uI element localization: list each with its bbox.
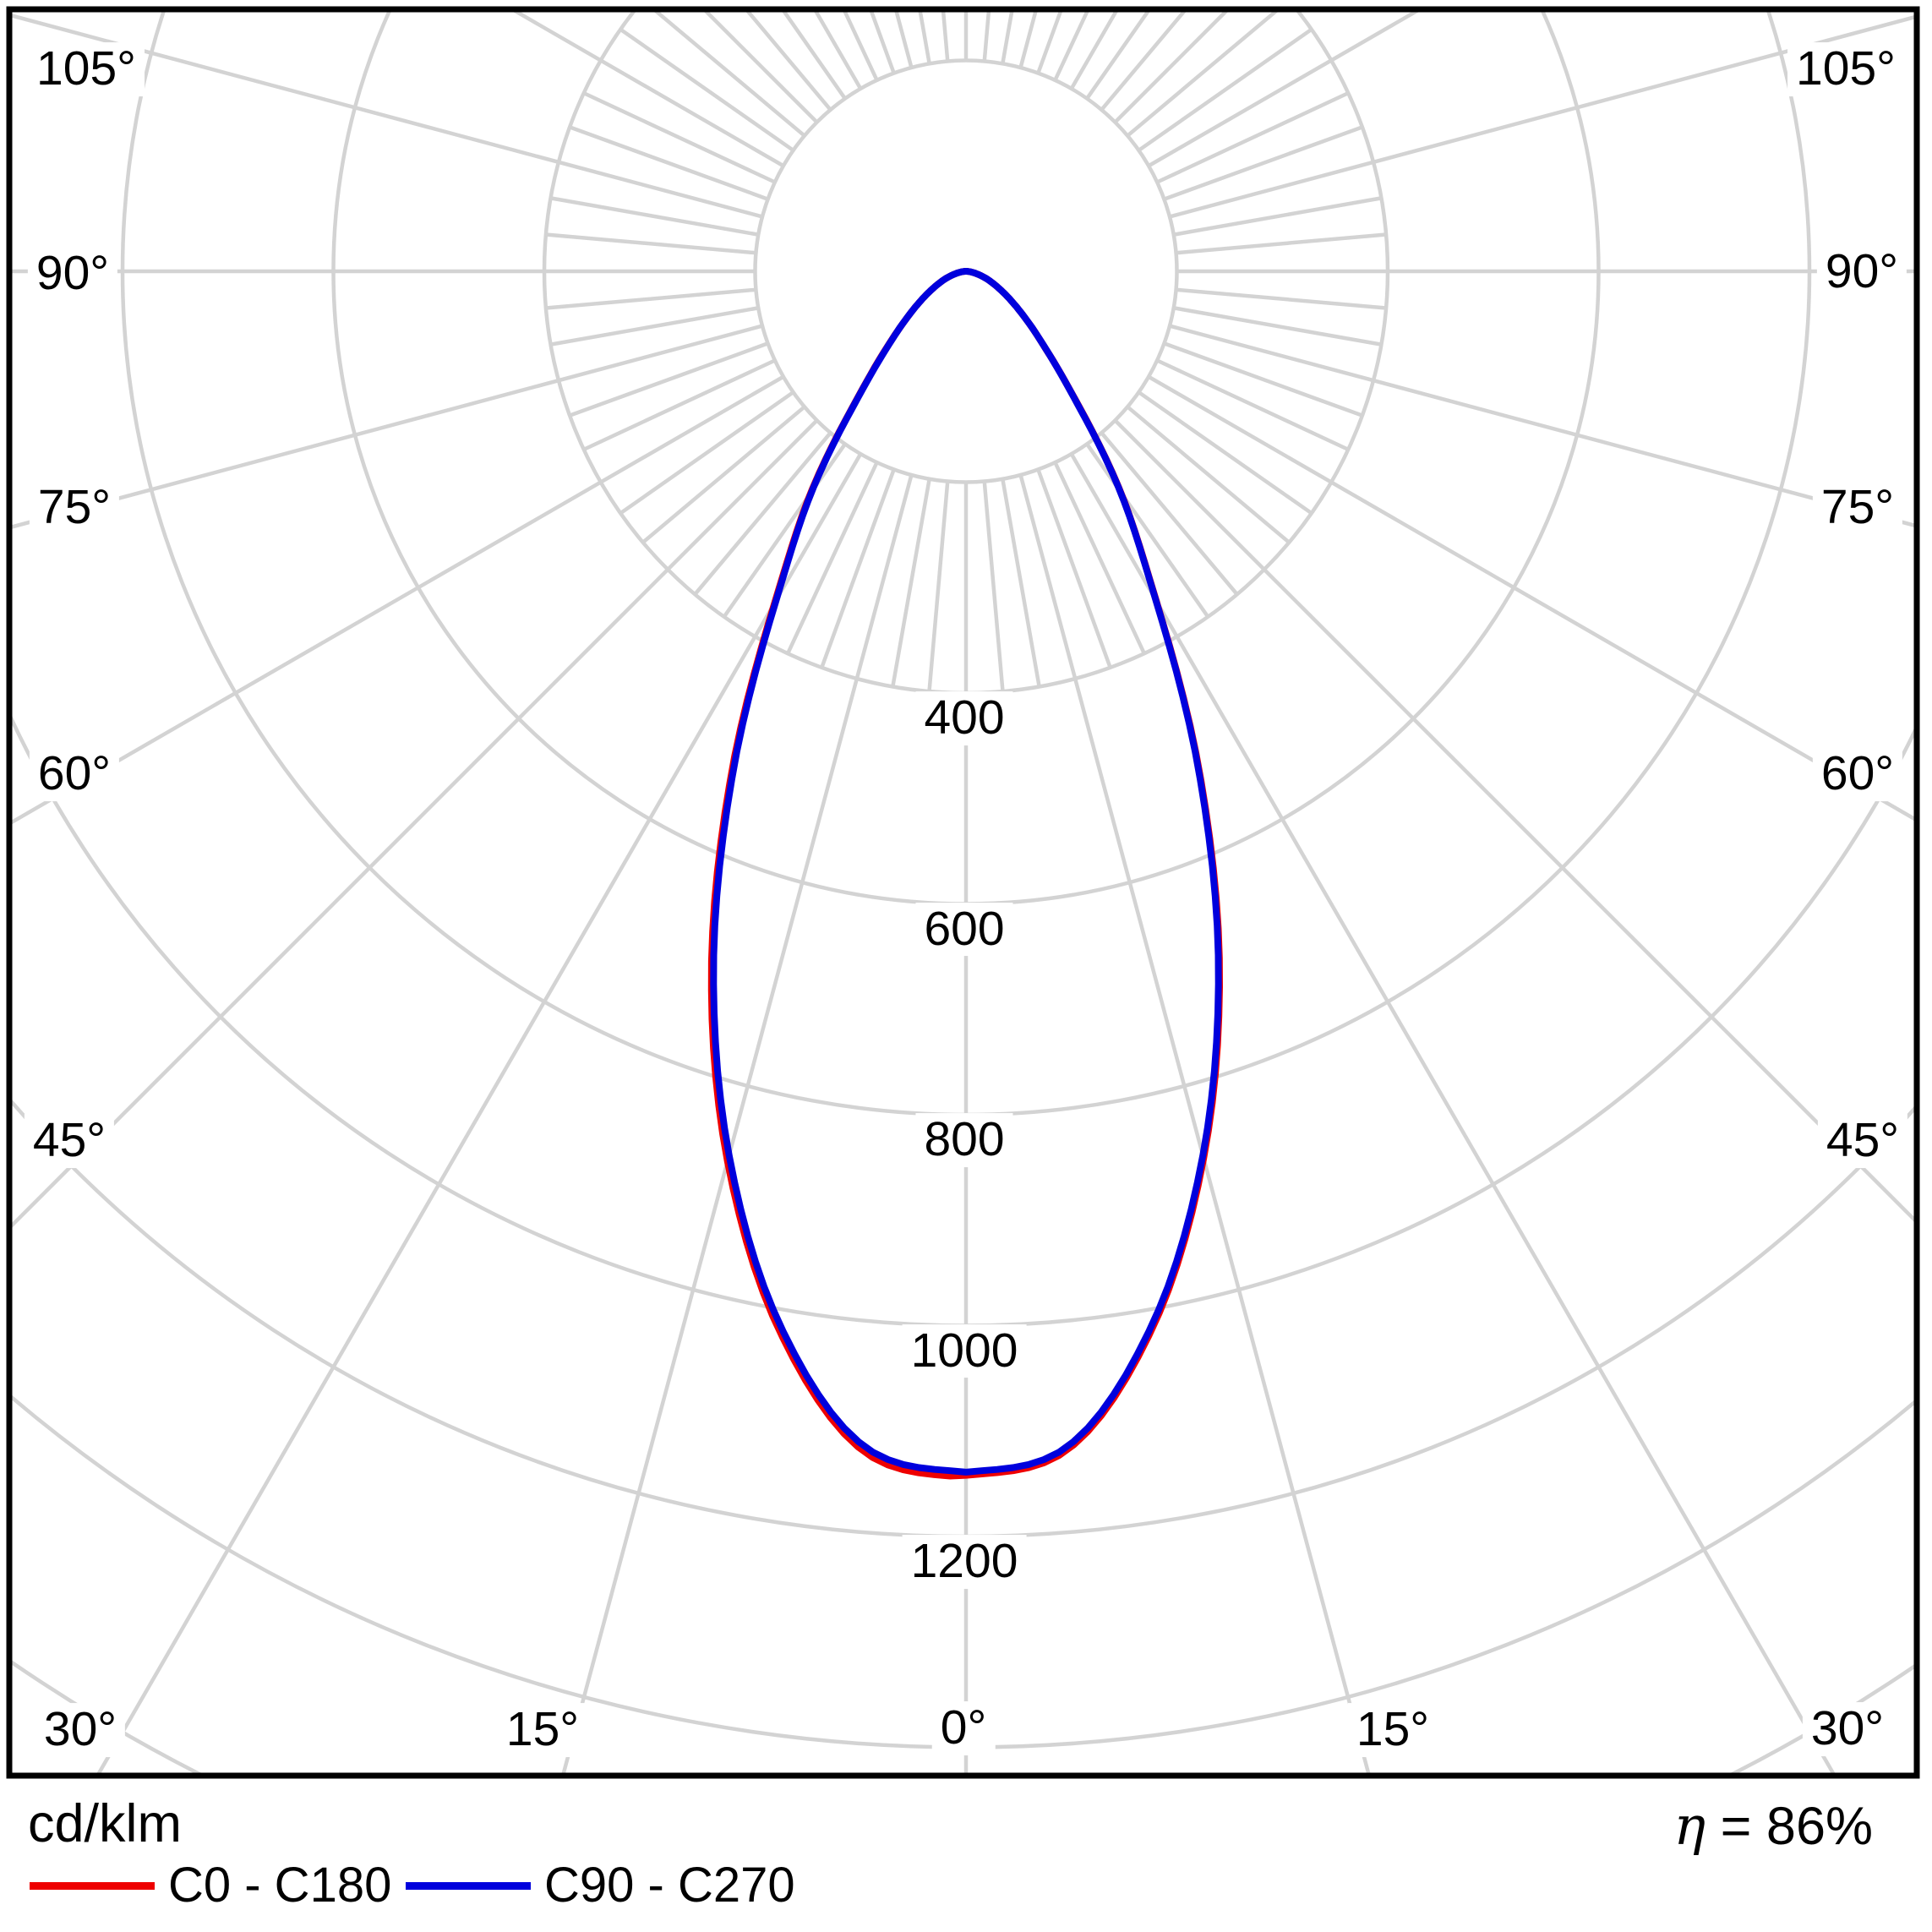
- grid-spoke-minor-215: [782, 12, 848, 101]
- grid-spoke-major-285: [12, 324, 764, 529]
- grid-spoke-minor-175: [982, 12, 991, 63]
- grid-spoke-minor-350: [891, 478, 931, 687]
- grid-spoke-minor-25: [1053, 461, 1146, 655]
- grid-spoke-major-315: [12, 418, 819, 1228]
- grid-spoke-minor-235: [619, 27, 795, 153]
- grid-spoke-minor-20: [1036, 468, 1112, 669]
- grid-spoke-minor-55: [1137, 390, 1313, 516]
- grid-spoke-minor-295: [582, 358, 777, 451]
- angle-label-6-15deg: 15°: [497, 1703, 588, 1757]
- grid-spoke-major-60: [1147, 374, 1914, 821]
- angle-label-13-90deg: 90°: [1816, 245, 1907, 299]
- grid-spoke-minor-290: [569, 341, 769, 418]
- legend-label-c0-c180: C0 - C180: [168, 1858, 392, 1913]
- grid-spoke-minor-95: [1175, 232, 1387, 255]
- grid-spoke-major-15: [1018, 473, 1371, 1773]
- grid-spoke-minor-280: [550, 306, 760, 347]
- grid-spoke-minor-250: [569, 125, 769, 201]
- grid-spoke-minor-310: [641, 405, 806, 544]
- grid-spoke-minor-185: [941, 12, 950, 63]
- grid-spoke-minor-130: [1126, 12, 1278, 138]
- angle-label-9-30deg: 30°: [1802, 1702, 1893, 1756]
- grid-spoke-minor-65: [1155, 358, 1350, 451]
- legend-item-c90-c270: C90 - C270: [406, 1856, 795, 1915]
- grid-spoke-major-300: [12, 374, 785, 825]
- grid-spoke-major-345: [561, 473, 914, 1773]
- grid-spoke-minor-355: [927, 480, 950, 692]
- grid-spoke-minor-160: [1036, 12, 1062, 74]
- grid-spoke-major-75: [1168, 324, 1914, 527]
- angle-label-0-105deg: 105°: [28, 42, 145, 96]
- grid-spoke-minor-115: [1155, 91, 1350, 184]
- angle-label-11-60deg: 60°: [1812, 747, 1903, 801]
- angle-label-8-15deg: 15°: [1347, 1703, 1438, 1757]
- grid-spoke-minor-265: [545, 232, 757, 255]
- ring-label-600: 600: [915, 902, 1013, 957]
- grid-spoke-minor-245: [582, 91, 777, 184]
- legend-label-c90-c270: C90 - C270: [544, 1858, 795, 1913]
- angle-label-2-75deg: 75°: [29, 481, 120, 535]
- grid-spoke-major-330: [96, 452, 863, 1773]
- grid-spoke-major-105: [1168, 15, 1914, 219]
- grid-spoke-major-30: [1069, 452, 1836, 1773]
- grid-spoke-major-255: [12, 14, 764, 219]
- grid-spoke-minor-155: [1053, 12, 1089, 82]
- eta-value: = 86%: [1706, 1797, 1873, 1856]
- angle-label-10-45deg: 45°: [1817, 1114, 1908, 1168]
- grid-spoke-minor-40: [1100, 431, 1239, 596]
- grid-spoke-minor-5: [982, 480, 1005, 692]
- grid-spoke-minor-70: [1163, 341, 1363, 418]
- grid-spoke-minor-260: [550, 196, 760, 237]
- grid-spoke-minor-340: [820, 468, 896, 669]
- efficiency-label: η = 86%: [1673, 1797, 1873, 1856]
- angle-label-4-45deg: 45°: [24, 1114, 115, 1168]
- grid-spoke-minor-170: [1001, 12, 1014, 65]
- grid-spoke-minor-85: [1175, 287, 1387, 310]
- grid-spoke-minor-305: [619, 390, 795, 516]
- grid-spoke-minor-320: [693, 431, 832, 596]
- grid-spoke-minor-50: [1126, 405, 1291, 544]
- ring-label-800: 800: [915, 1113, 1013, 1167]
- grid-spoke-minor-205: [843, 12, 879, 82]
- grid-spoke-minor-80: [1172, 306, 1382, 347]
- grid-spoke-minor-325: [722, 442, 848, 619]
- legend-swatch-c0-c180: [30, 1881, 155, 1890]
- grid-spoke-minor-100: [1172, 196, 1382, 237]
- grid-spoke-minor-110: [1163, 125, 1363, 201]
- grid-spoke-minor-200: [870, 12, 896, 74]
- grid-spoke-minor-190: [918, 12, 931, 65]
- grid-spoke-minor-335: [786, 461, 879, 655]
- grid-spoke-major-45: [1113, 418, 1914, 1222]
- angle-label-7-0deg: 0°: [931, 1701, 996, 1755]
- angle-label-3-60deg: 60°: [29, 747, 120, 801]
- grid-spoke-minor-10: [1001, 478, 1041, 687]
- grid-spoke-minor-230: [654, 12, 806, 138]
- legend-swatch-c90-c270: [406, 1881, 531, 1890]
- grid-spoke-minor-275: [545, 287, 757, 310]
- angle-label-14-105deg: 105°: [1787, 42, 1904, 96]
- angle-label-5-30deg: 30°: [35, 1703, 126, 1757]
- legend-item-c0-c180: C0 - C180: [30, 1856, 391, 1915]
- grid-spoke-minor-145: [1084, 12, 1150, 101]
- angle-label-1-90deg: 90°: [27, 247, 118, 301]
- unit-label: cd/klm: [28, 1794, 183, 1853]
- ring-label-1000: 1000: [902, 1323, 1027, 1378]
- ring-label-1200: 1200: [902, 1535, 1027, 1589]
- angle-label-12-75deg: 75°: [1812, 481, 1903, 535]
- grid-spoke-minor-140: [1100, 12, 1187, 112]
- curve-c90-c270: [710, 268, 1222, 1476]
- eta-symbol: η: [1673, 1795, 1706, 1857]
- plot-border: [6, 6, 1920, 1779]
- grid-spoke-minor-35: [1084, 442, 1210, 619]
- grid-spoke-minor-220: [745, 12, 832, 112]
- grid-spoke-minor-125: [1137, 27, 1313, 153]
- ring-label-400: 400: [915, 691, 1013, 745]
